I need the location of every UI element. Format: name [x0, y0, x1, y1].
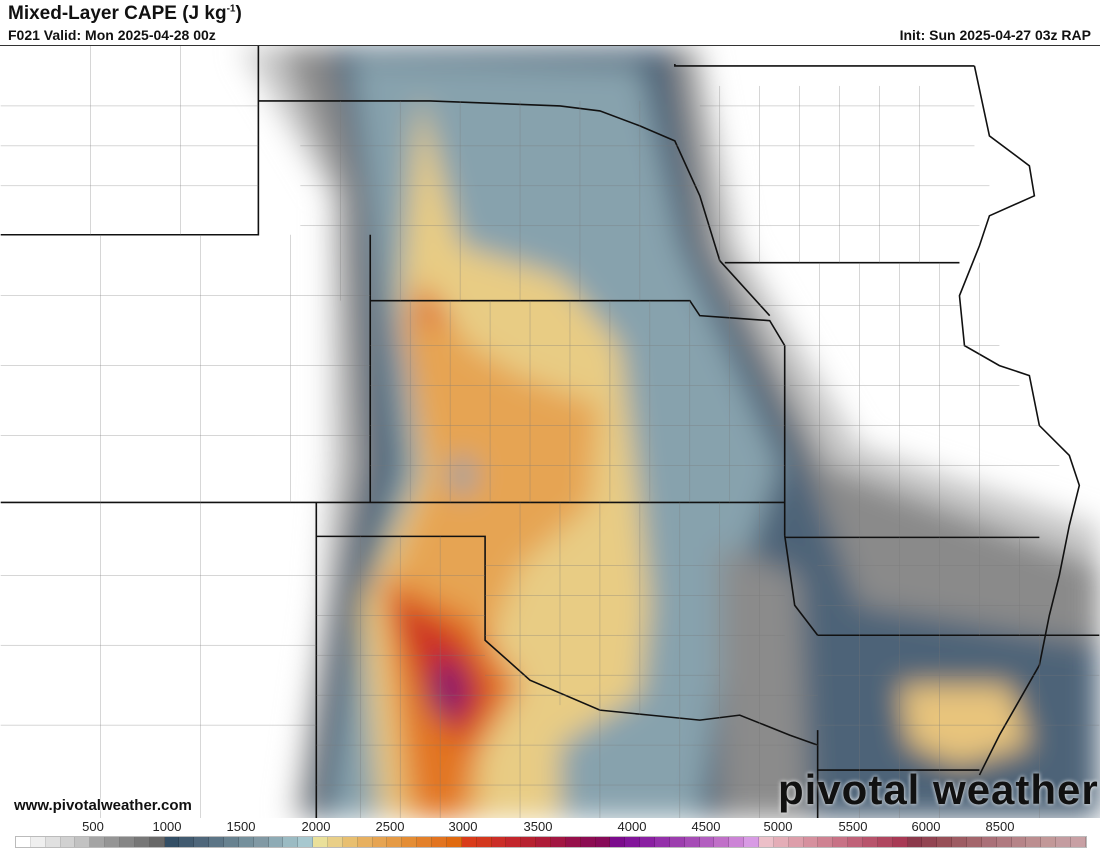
colorbar-swatch: [90, 837, 106, 847]
colorbar-swatch: [105, 837, 121, 847]
colorbar-swatch: [134, 837, 150, 847]
colorbar-swatch: [209, 837, 225, 847]
colorbar-swatch: [669, 837, 685, 847]
colorbar-swatch: [684, 837, 700, 847]
colorbar-swatch: [224, 837, 239, 847]
colorbar-label: 1000: [152, 819, 182, 834]
colorbar-swatch: [892, 837, 908, 847]
colorbar-label: 4500: [691, 819, 721, 834]
colorbar-swatch: [268, 837, 284, 847]
colorbar-swatch: [862, 837, 878, 847]
colorbar-label: 5000: [763, 819, 793, 834]
colorbar-swatch: [967, 837, 982, 847]
colorbar-swatch: [357, 837, 373, 847]
colorbar-swatch: [1041, 837, 1057, 847]
colorbar-swatch: [417, 837, 433, 847]
colorbar-swatch: [461, 837, 477, 847]
colorbar-swatch: [328, 837, 343, 847]
colorbar-swatch: [16, 837, 31, 847]
colorbar-swatch: [907, 837, 923, 847]
colorbar: [15, 836, 1087, 848]
valid-time: F021 Valid: Mon 2025-04-28 00z: [8, 27, 216, 43]
colorbar-swatch: [699, 837, 715, 847]
colorbar-swatch: [45, 837, 61, 847]
colorbar-swatch: [298, 837, 314, 847]
colorbar-swatch: [803, 837, 819, 847]
website-url[interactable]: www.pivotalweather.com: [14, 797, 192, 814]
colorbar-swatch: [625, 837, 641, 847]
colorbar-swatch: [446, 837, 462, 847]
colorbar-swatch: [758, 837, 774, 847]
cape-map: [0, 45, 1100, 818]
colorbar-swatch: [714, 837, 730, 847]
colorbar-swatch: [550, 837, 566, 847]
colorbar-swatch: [580, 837, 596, 847]
colorbar-swatch: [996, 837, 1012, 847]
colorbar-swatch: [833, 837, 849, 847]
pivotal-weather-logo: pivotal weather: [778, 766, 1099, 813]
colorbar-label: 3000: [448, 819, 478, 834]
colorbar-swatch: [387, 837, 403, 847]
colorbar-swatch: [744, 837, 759, 847]
colorbar-swatch: [372, 837, 388, 847]
colorbar-swatch: [654, 837, 670, 847]
colorbar-swatch: [342, 837, 358, 847]
colorbar-label: 3500: [523, 819, 553, 834]
colorbar-swatch: [179, 837, 195, 847]
colorbar-swatch: [1011, 837, 1027, 847]
colorbar-label: 2500: [375, 819, 405, 834]
colorbar-label: 5500: [838, 819, 868, 834]
init-time: Init: Sun 2025-04-27 03z RAP: [899, 27, 1091, 43]
colorbar-swatch: [877, 837, 893, 847]
colorbar-swatch: [476, 837, 492, 847]
colorbar-label: 1500: [226, 819, 256, 834]
colorbar-label: 6000: [911, 819, 941, 834]
colorbar-swatch: [521, 837, 537, 847]
colorbar-swatch: [194, 837, 210, 847]
colorbar-swatch: [565, 837, 581, 847]
colorbar-swatch: [848, 837, 863, 847]
colorbar-swatch: [922, 837, 938, 847]
colorbar-swatch: [595, 837, 611, 847]
colorbar-swatch: [75, 837, 91, 847]
colorbar-swatch: [253, 837, 269, 847]
colorbar-swatch: [120, 837, 135, 847]
colorbar-swatch: [788, 837, 804, 847]
colorbar-swatch: [981, 837, 997, 847]
colorbar-label: 8500: [985, 819, 1015, 834]
map-title: Mixed-Layer CAPE (J kg-1): [8, 3, 242, 24]
colorbar-label: 4000: [617, 819, 647, 834]
colorbar-swatch: [1071, 837, 1086, 847]
colorbar-swatch: [952, 837, 967, 847]
colorbar-swatch: [640, 837, 655, 847]
colorbar-swatch: [818, 837, 834, 847]
colorbar-swatch: [283, 837, 299, 847]
colorbar-swatch: [313, 837, 329, 847]
colorbar-swatch: [610, 837, 626, 847]
colorbar-swatch: [60, 837, 76, 847]
colorbar-label: 500: [82, 819, 104, 834]
colorbar-swatch: [506, 837, 522, 847]
colorbar-swatch: [432, 837, 447, 847]
colorbar-swatch: [402, 837, 418, 847]
colorbar-swatch: [1026, 837, 1042, 847]
colorbar-swatch: [491, 837, 507, 847]
county-grid: [0, 46, 1100, 818]
colorbar-swatch: [238, 837, 254, 847]
colorbar-swatch: [1056, 837, 1072, 847]
colorbar-swatch: [536, 837, 551, 847]
colorbar-swatch: [729, 837, 745, 847]
colorbar-swatch: [773, 837, 789, 847]
colorbar-label: 2000: [301, 819, 331, 834]
colorbar-swatch: [164, 837, 180, 847]
colorbar-swatch: [149, 837, 165, 847]
colorbar-swatch: [30, 837, 46, 847]
colorbar-swatch: [937, 837, 953, 847]
